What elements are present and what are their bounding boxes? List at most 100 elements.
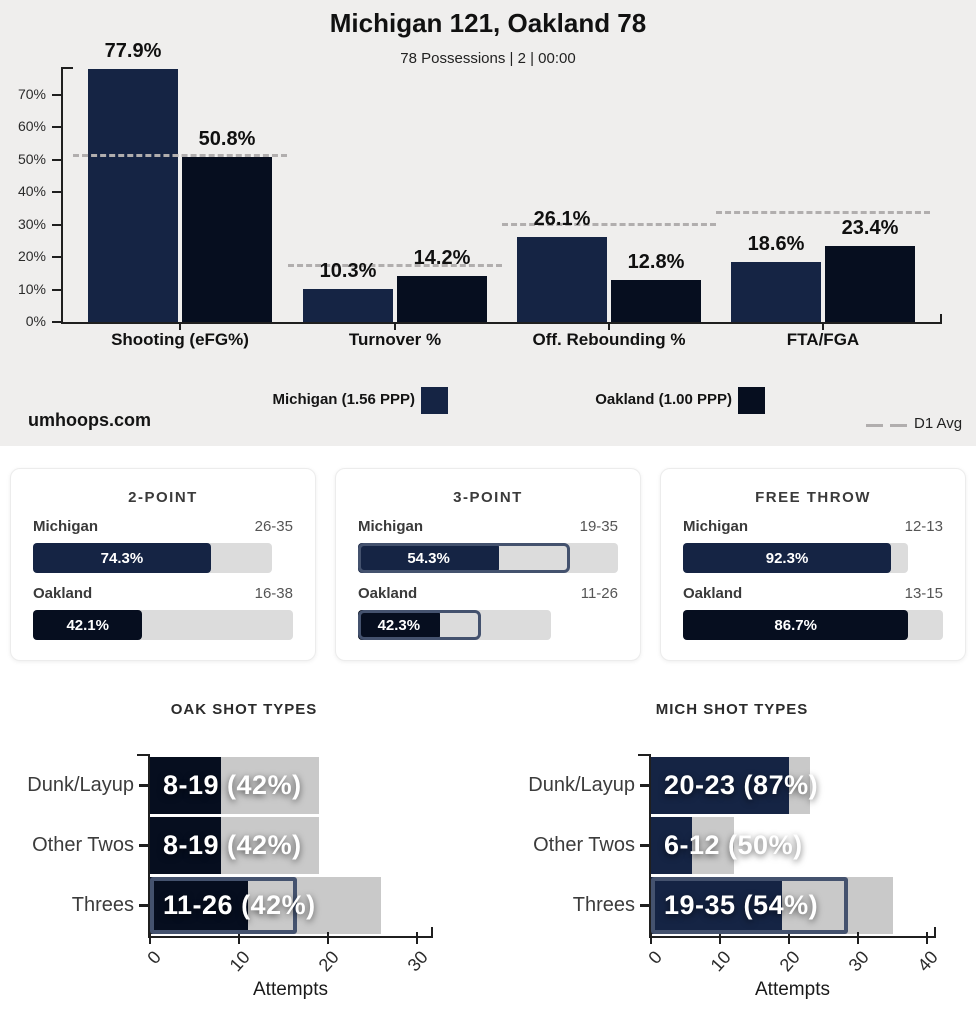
y-tick-label: 0% — [25, 313, 46, 329]
card-row-header: Michigan 26-35 — [33, 518, 293, 535]
category-tick — [394, 322, 396, 330]
shooting-card: 2-POINT Michigan 26-35 74.3% Oakland 16-38 42.… — [10, 468, 316, 661]
shot-chart-title: MICH SHOT TYPES — [655, 701, 809, 718]
y-tick — [52, 223, 61, 226]
effective-value-outline — [358, 543, 570, 573]
shot-bar-label: 6-12 (50%) — [664, 830, 803, 860]
category-tick — [608, 322, 610, 330]
team-name: Oakland — [683, 585, 743, 602]
y-axis-line — [649, 754, 651, 938]
y-tick-label: 10% — [17, 280, 46, 297]
card-title: 2-POINT — [128, 489, 198, 506]
y-axis-line — [148, 754, 150, 938]
shot-category-label: Dunk/Layup — [27, 774, 134, 796]
x-tick-label: 30 — [403, 947, 432, 976]
y-tick-label: 30% — [17, 215, 46, 232]
x-tick — [416, 932, 418, 944]
oakland-bar — [825, 245, 915, 322]
category-label: Shooting (eFG%) — [111, 330, 249, 349]
x-tick — [719, 932, 721, 944]
category-tick — [139, 844, 148, 847]
shot-record: 16-38 — [254, 585, 293, 602]
bar-pct-label: 42.1% — [66, 616, 109, 634]
shot-record: 11-26 — [580, 585, 618, 602]
legend-oakland-label: Oakland (1.00 PPP) — [595, 391, 732, 408]
y-tick-label: 60% — [17, 118, 46, 135]
oakland-bar — [397, 275, 487, 322]
team-name: Oakland — [33, 585, 93, 602]
team-name: Michigan — [358, 518, 424, 535]
shot-record: 19-35 — [579, 518, 618, 535]
bar-track: 86.7% — [683, 610, 943, 640]
category-tick — [822, 322, 824, 330]
michigan-value-label: 18.6% — [747, 232, 805, 255]
bar-track: 54.3% — [358, 543, 618, 573]
shot-category-label: Other Twos — [32, 834, 134, 856]
y-axis-cap — [61, 67, 73, 69]
category-label: Off. Rebounding % — [532, 330, 686, 349]
shot-bar-label: 8-19 (42%) — [163, 770, 302, 800]
d1-avg-dash-icon — [866, 424, 883, 427]
category-tick — [139, 904, 148, 907]
x-tick — [857, 932, 859, 944]
bar-pct-label: 74.3% — [100, 549, 144, 567]
bar-track: 74.3% — [33, 543, 273, 573]
bar-fill: 86.7% — [683, 610, 909, 640]
x-tick — [327, 932, 329, 944]
card-row-header: Oakland 13-15 — [683, 585, 943, 602]
y-tick — [52, 288, 61, 291]
x-tick-label: 40 — [913, 947, 942, 976]
card-row-header: Michigan 19-35 — [358, 518, 618, 535]
category-tick — [640, 844, 649, 847]
shot-category-label: Threes — [572, 894, 635, 916]
shot-bar-fill — [651, 757, 789, 814]
shot-category-label: Dunk/Layup — [528, 774, 635, 796]
michigan-bar — [303, 288, 393, 322]
michigan-value-label: 10.3% — [319, 259, 377, 282]
x-axis-end-cap — [431, 927, 433, 936]
y-tick — [52, 93, 61, 96]
y-tick — [52, 158, 61, 161]
shot-record: 12-13 — [904, 518, 943, 535]
shot-category-label: Threes — [71, 894, 134, 916]
category-tick — [139, 784, 148, 787]
oakland-value-label: 12.8% — [627, 251, 685, 274]
y-tick-label: 40% — [17, 183, 46, 200]
michigan-bar — [731, 261, 821, 322]
shot-record: 26-35 — [254, 518, 293, 535]
legend-michigan-label: Michigan (1.56 PPP) — [272, 391, 415, 408]
michigan-bar — [88, 68, 178, 322]
shot-bar-label: 11-26 (42%) — [163, 890, 316, 920]
d1-avg-line — [502, 223, 716, 227]
bar-track: 42.1% — [33, 610, 293, 640]
y-tick — [52, 256, 61, 259]
bar-fill: 42.1% — [33, 610, 143, 640]
michigan-value-label: 77.9% — [104, 39, 162, 62]
y-tick-label: 20% — [17, 248, 46, 265]
shooting-card: 3-POINT Michigan 19-35 54.3% Oakland 11-26 42.… — [335, 468, 641, 661]
x-tick-label: 0 — [644, 947, 666, 968]
x-axis-line — [649, 936, 936, 938]
d1-avg-line — [288, 263, 502, 267]
y-axis-cap — [137, 754, 148, 756]
x-axis-end-cap — [940, 314, 942, 322]
x-axis-line — [61, 322, 942, 324]
effective-value-outline — [150, 877, 297, 934]
d1-avg-dash-icon — [890, 424, 907, 427]
shot-bar-label: 19-35 (54%) — [664, 890, 819, 920]
shot-type-chart: OAK SHOT TYPES Dunk/Layup 8-19 (42%) Other … — [0, 677, 488, 1013]
category-label: Turnover % — [348, 330, 442, 349]
x-axis-title: Attempts — [755, 979, 830, 1000]
d1-avg-legend-label: D1 Avg — [914, 415, 963, 432]
bar-fill: 42.3% — [358, 610, 440, 640]
shooting-card: FREE THROW Michigan 12-13 92.3% Oakland 13-15… — [660, 468, 966, 661]
shot-type-chart: MICH SHOT TYPES Dunk/Layup 20-23 (87%) Othe… — [488, 677, 976, 1013]
x-tick — [788, 932, 790, 944]
effective-value-outline — [358, 610, 481, 640]
y-tick — [52, 191, 61, 194]
bar-pct-label: 86.7% — [774, 616, 817, 634]
y-axis-cap — [638, 754, 649, 756]
card-row-header: Oakland 11-26 — [358, 585, 618, 602]
bar-track: 42.3% — [358, 610, 552, 640]
category-tick — [640, 784, 649, 787]
